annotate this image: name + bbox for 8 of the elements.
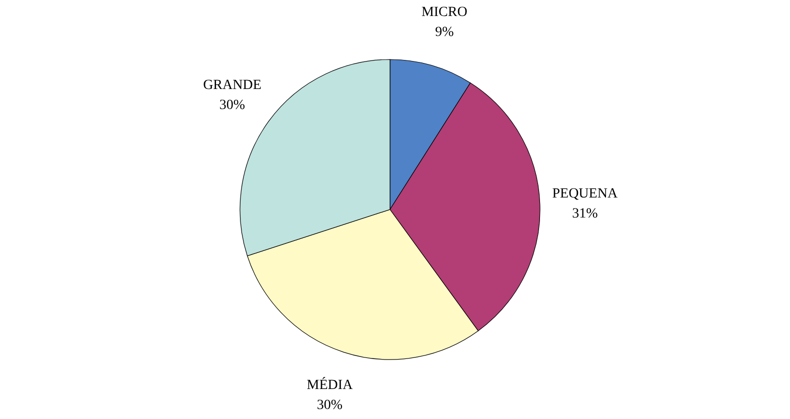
- slice-label: PEQUENA: [552, 186, 618, 202]
- slice-label: MICRO: [421, 5, 468, 20]
- data-label: 30%: [219, 98, 246, 113]
- data-label: 30%: [316, 398, 343, 413]
- data-label: 9%: [435, 25, 454, 40]
- data-label: 31%: [572, 206, 598, 222]
- slice-label: GRANDE: [203, 78, 262, 93]
- slice-label: MÉDIA: [306, 376, 354, 393]
